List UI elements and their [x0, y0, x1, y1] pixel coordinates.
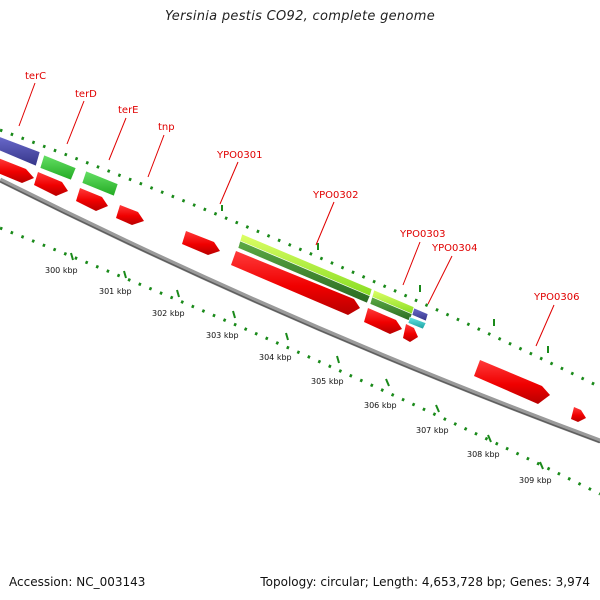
gene-arrow — [474, 360, 550, 404]
gene-arrow — [403, 324, 418, 342]
outer-dotted-ring — [0, 128, 600, 389]
genome-backbone — [0, 177, 600, 444]
kbp-label: 301 kbp — [99, 287, 132, 296]
gene-labels: terC terD terE tnp YPO0301 YPO0302 YPO03… — [25, 71, 579, 303]
gene-arrow — [182, 231, 220, 255]
gene-label: YPO0301 — [216, 150, 262, 161]
kbp-label: 308 kbp — [467, 450, 500, 459]
gene-label: tnp — [158, 122, 175, 133]
genome-summary-text: Topology: circular; Length: 4,653,728 bp… — [260, 575, 590, 589]
cog-bars — [0, 136, 429, 330]
outer-major-ticks — [221, 205, 549, 353]
kbp-label: 306 kbp — [364, 401, 397, 410]
kbp-label: 302 kbp — [152, 309, 185, 318]
kbp-label: 305 kbp — [311, 377, 344, 386]
kbp-label: 300 kbp — [45, 266, 78, 275]
gene-arrow — [0, 158, 34, 183]
gene-label: YPO0304 — [431, 243, 477, 254]
accession-text: Accession: NC_003143 — [9, 575, 146, 589]
map-title: Yersinia pestis CO92, complete genome — [164, 9, 435, 24]
gene-arrows — [0, 158, 586, 422]
cog-bar-YPO0304-cyan — [407, 316, 427, 330]
label-leader-lines — [18, 82, 555, 347]
gene-arrow — [231, 251, 360, 315]
gene-label: terD — [75, 89, 97, 100]
cog-bar-YPO0304-purple — [411, 307, 429, 322]
gene-label: YPO0302 — [312, 190, 358, 201]
gene-label: terE — [118, 105, 139, 116]
kbp-labels: 300 kbp 301 kbp 302 kbp 303 kbp 304 kbp … — [45, 266, 552, 485]
genome-backbone-shadow — [0, 180, 600, 444]
gene-arrow — [76, 188, 108, 211]
cog-bar-terE — [81, 170, 119, 197]
inner-kbp-ticks — [70, 252, 544, 470]
kbp-label: 307 kbp — [416, 426, 449, 435]
kbp-label: 309 kbp — [519, 476, 552, 485]
gene-arrow — [571, 407, 586, 422]
gene-arrow — [34, 172, 68, 196]
gene-label: YPO0303 — [399, 229, 445, 240]
gene-label: terC — [25, 71, 46, 82]
cog-bar-terD — [39, 154, 77, 181]
kbp-label: 304 kbp — [259, 353, 292, 362]
gene-arrow — [116, 205, 144, 225]
cog-bar-purple — [0, 136, 41, 167]
gene-label: YPO0306 — [533, 292, 579, 303]
gene-arrow — [364, 308, 402, 334]
kbp-label: 303 kbp — [206, 331, 239, 340]
cog-bar-YPO0302-dark — [237, 240, 371, 304]
